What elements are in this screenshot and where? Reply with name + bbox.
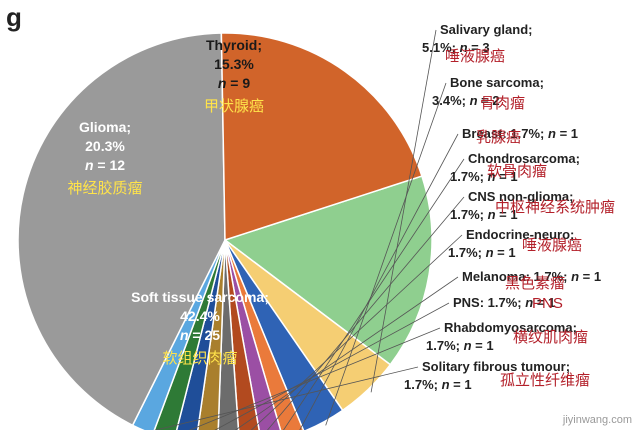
label-solitary-fibrous-tumour: Solitary fibrous tumour; [422,359,570,374]
pie-slice-bone-sarcoma [224,239,344,430]
label-breast: Breast: 1.7%; n = 1 [462,126,578,141]
label-glioma: Glioma; [79,119,131,135]
percent-thyroid: 15.3% [214,56,254,72]
cn-label-thyroid: 甲状腺癌 [204,98,264,115]
percent-salivary-gland: 5.1%; n = 3 [422,40,490,55]
label-cns-non-glioma: CNS non-glioma; [468,189,573,204]
leader-line-chondrosarcoma [283,158,465,430]
label-melanoma: Melanoma: 1.7%; n = 1 [462,269,601,284]
percent-solitary-fibrous-tumour: 1.7%; n = 1 [404,377,472,392]
percent-chondrosarcoma: 1.7%; n = 1 [450,169,518,184]
cn-label-glioma: 神经胶质瘤 [67,180,142,197]
leader-line-breast [299,133,459,430]
cn-label-pns: PNS [532,295,563,312]
label-endocrine-neuro: Endocrine-neuro; [466,227,574,242]
percent-bone-sarcoma: 3.4%; n = 2 [432,93,500,108]
leader-line-solitary-fibrous-tumour [154,366,419,430]
leader-line-melanoma [234,276,459,430]
label-pns: PNS: 1.7%; n = 1 [453,295,555,310]
count-thyroid: n = 9 [218,75,251,91]
pie-slice-endocrine-neuro [217,239,240,430]
cn-label-chondrosarcoma: 软骨肉瘤 [487,163,547,180]
cn-label-melanoma: 黑色素瘤 [505,275,565,292]
leader-line-bone-sarcoma [325,82,447,426]
count-soft-tissue-sarcoma: n = 25 [180,327,220,343]
count-glioma: n = 12 [85,157,125,173]
cn-label-breast: 乳腺癌 [476,129,521,146]
leader-line-salivary-gland [370,29,437,393]
pie-slice-soft-tissue-sarcoma [17,32,226,427]
panel-letter: g [6,2,22,32]
pie-slice-chondrosarcoma [224,239,282,430]
percent-glioma: 20.3% [85,138,125,154]
label-bone-sarcoma: Bone sarcoma; [450,75,544,90]
cn-label-cns-non-glioma: 中枢神经系统肿瘤 [495,199,615,216]
label-soft-tissue-sarcoma: Soft tissue sarcoma; [131,289,269,305]
leader-line-cns-non-glioma [267,196,465,430]
percent-endocrine-neuro: 1.7%; n = 1 [448,245,516,260]
label-thyroid: Thyroid; [206,37,262,53]
cn-label-solitary-fibrous-tumour: 孤立性纤维瘤 [500,372,590,389]
watermark: jiyinwang.com [562,414,632,426]
pie-slice-breast [224,239,305,430]
cn-label-rhabdomyosarcoma: 横纹肌肉瘤 [513,329,588,346]
leader-line-rhabdomyosarcoma [188,327,441,430]
pie-slice-glioma [220,32,423,242]
label-chondrosarcoma: Chondrosarcoma; [468,151,580,166]
label-rhabdomyosarcoma: Rhabdomyosarcoma; [444,320,577,335]
leader-line-endocrine-neuro [250,234,463,430]
percent-cns-non-glioma: 1.7%; n = 1 [450,207,518,222]
percent-soft-tissue-sarcoma: 42.4% [180,308,220,324]
cn-label-salivary-gland: 唾液腺癌 [445,48,505,65]
label-salivary-gland: Salivary gland; [440,22,532,37]
leader-line-pns [214,302,450,430]
cn-label-endocrine-neuro: 唾液腺癌 [522,237,582,254]
cn-label-bone-sarcoma: 骨肉瘤 [480,95,525,112]
percent-rhabdomyosarcoma: 1.7%; n = 1 [426,338,494,353]
cn-label-soft-tissue-sarcoma: 软组织肉瘤 [162,350,237,367]
